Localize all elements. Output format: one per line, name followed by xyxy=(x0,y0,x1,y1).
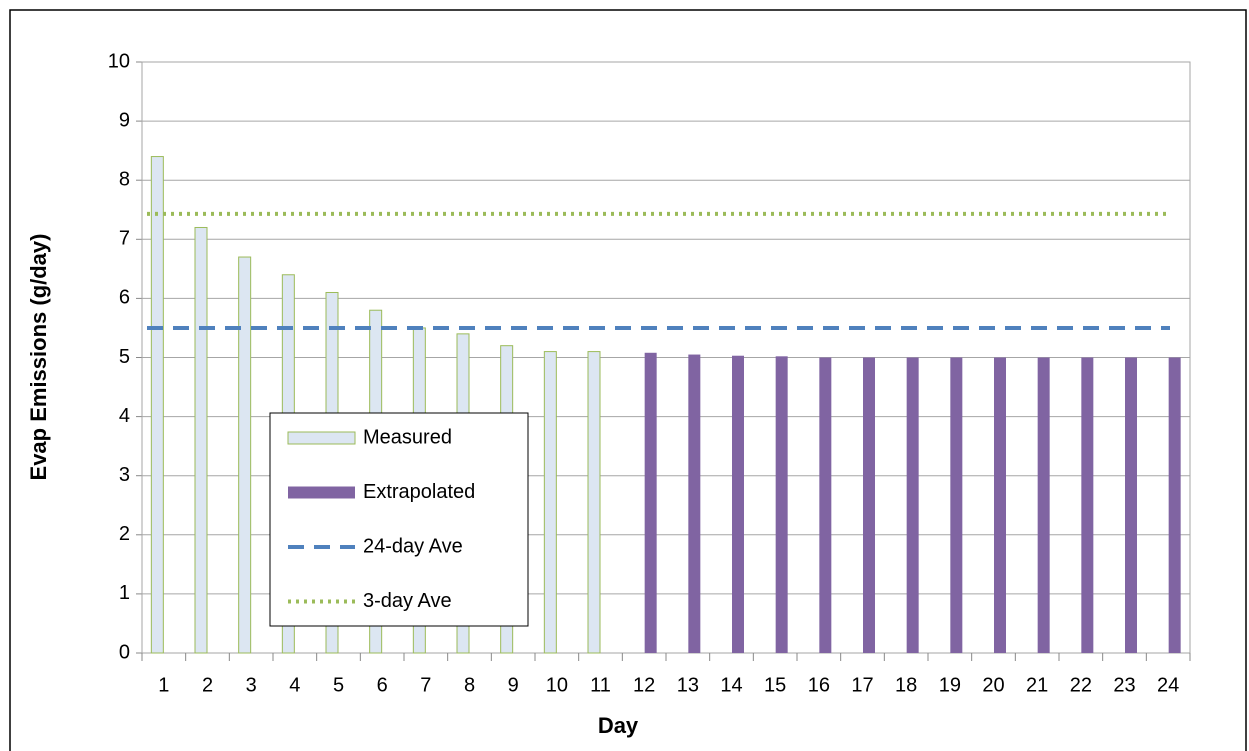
x-tick-label: 1 xyxy=(158,674,169,696)
legend-box xyxy=(269,412,529,627)
y-tick-label: 0 xyxy=(119,641,130,663)
y-tick-label: 9 xyxy=(119,109,130,131)
bar xyxy=(1168,357,1181,653)
y-tick-label: 2 xyxy=(119,523,130,545)
x-axis-label: Day xyxy=(598,713,639,738)
legend-label: Measured xyxy=(363,426,452,448)
x-tick-label: 8 xyxy=(464,674,475,696)
x-tick-label: 16 xyxy=(808,674,830,696)
x-tick-label: 3 xyxy=(246,674,257,696)
legend-label: 24-day Ave xyxy=(363,535,463,557)
legend-label: 3-day Ave xyxy=(363,590,452,612)
x-tick-label: 22 xyxy=(1070,674,1092,696)
x-tick-label: 17 xyxy=(851,674,873,696)
bar xyxy=(819,357,832,653)
x-tick-label: 13 xyxy=(677,674,699,696)
bar xyxy=(1037,357,1050,653)
x-tick-label: 15 xyxy=(764,674,786,696)
x-tick-label: 18 xyxy=(895,674,917,696)
y-tick-label: 3 xyxy=(119,464,130,486)
bar xyxy=(732,355,744,653)
bar xyxy=(543,351,557,654)
y-tick-label: 6 xyxy=(119,287,130,309)
x-tick-label: 21 xyxy=(1026,674,1048,696)
x-tick-label: 24 xyxy=(1157,674,1179,696)
bar xyxy=(150,156,164,654)
y-tick-label: 10 xyxy=(108,50,130,72)
x-tick-label: 7 xyxy=(420,674,431,696)
x-tick-label: 9 xyxy=(508,674,519,696)
x-tick-label: 2 xyxy=(202,674,213,696)
x-tick-label: 23 xyxy=(1113,674,1135,696)
y-tick-label: 5 xyxy=(119,346,130,368)
x-tick-label: 14 xyxy=(720,674,742,696)
y-axis-label: Evap Emissions (g/day) xyxy=(26,234,51,481)
bar xyxy=(688,354,701,653)
x-tick-label: 11 xyxy=(590,674,611,696)
legend-swatch xyxy=(287,431,356,445)
bar xyxy=(1081,357,1094,653)
bar xyxy=(587,351,601,654)
legend-label: Extrapolated xyxy=(363,481,475,503)
bar xyxy=(194,226,208,654)
bar xyxy=(863,357,875,653)
bar xyxy=(994,357,1006,653)
bar xyxy=(1125,357,1137,653)
y-tick-label: 7 xyxy=(119,228,130,250)
x-tick-label: 10 xyxy=(546,674,568,696)
bar xyxy=(644,352,657,653)
x-tick-label: 20 xyxy=(982,674,1004,696)
y-tick-label: 1 xyxy=(119,582,130,604)
y-tick-label: 8 xyxy=(119,168,130,190)
x-tick-label: 5 xyxy=(333,674,344,696)
bar xyxy=(906,357,919,653)
bar xyxy=(950,357,963,653)
x-tick-label: 19 xyxy=(939,674,961,696)
bar xyxy=(238,256,252,654)
legend-swatch xyxy=(288,486,355,499)
bar xyxy=(775,356,788,653)
y-tick-label: 4 xyxy=(119,405,130,427)
x-tick-label: 6 xyxy=(377,674,388,696)
x-tick-label: 4 xyxy=(289,674,300,696)
x-tick-label: 12 xyxy=(633,674,655,696)
